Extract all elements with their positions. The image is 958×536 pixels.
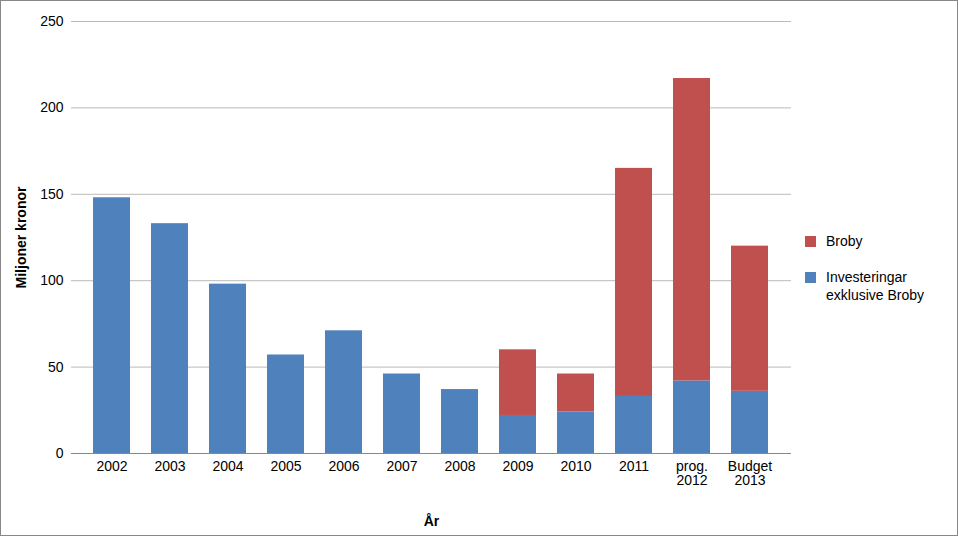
svg-text:2010: 2010 <box>560 458 591 474</box>
svg-text:2003: 2003 <box>154 458 185 474</box>
html-text:Investeringar exklusive Broby: Investeringar exklusive Broby <box>826 268 924 304</box>
svg-text:2009: 2009 <box>502 458 533 474</box>
svg-text:Miljoner kronor: Miljoner kronor <box>13 186 29 288</box>
svg-text:2004: 2004 <box>212 458 243 474</box>
svg-text:Budget2013: Budget2013 <box>728 458 772 488</box>
svg-text:2008: 2008 <box>444 458 475 474</box>
svg-text:150: 150 <box>40 186 64 202</box>
svg-text:prog.2012: prog.2012 <box>676 458 708 488</box>
svg-text:50: 50 <box>48 359 64 375</box>
svg-text:2006: 2006 <box>328 458 359 474</box>
svg-text:2011: 2011 <box>619 458 649 474</box>
svg-text:2002: 2002 <box>96 458 127 474</box>
html-text:Broby: Broby <box>826 232 863 249</box>
svg-text:200: 200 <box>40 99 64 115</box>
svg-text:250: 250 <box>40 13 64 29</box>
svg-text:0: 0 <box>56 445 64 461</box>
svg-text:2005: 2005 <box>270 458 301 474</box>
svg-text:2007: 2007 <box>386 458 417 474</box>
svg-text:År: År <box>424 513 440 529</box>
svg-text:100: 100 <box>40 272 64 288</box>
